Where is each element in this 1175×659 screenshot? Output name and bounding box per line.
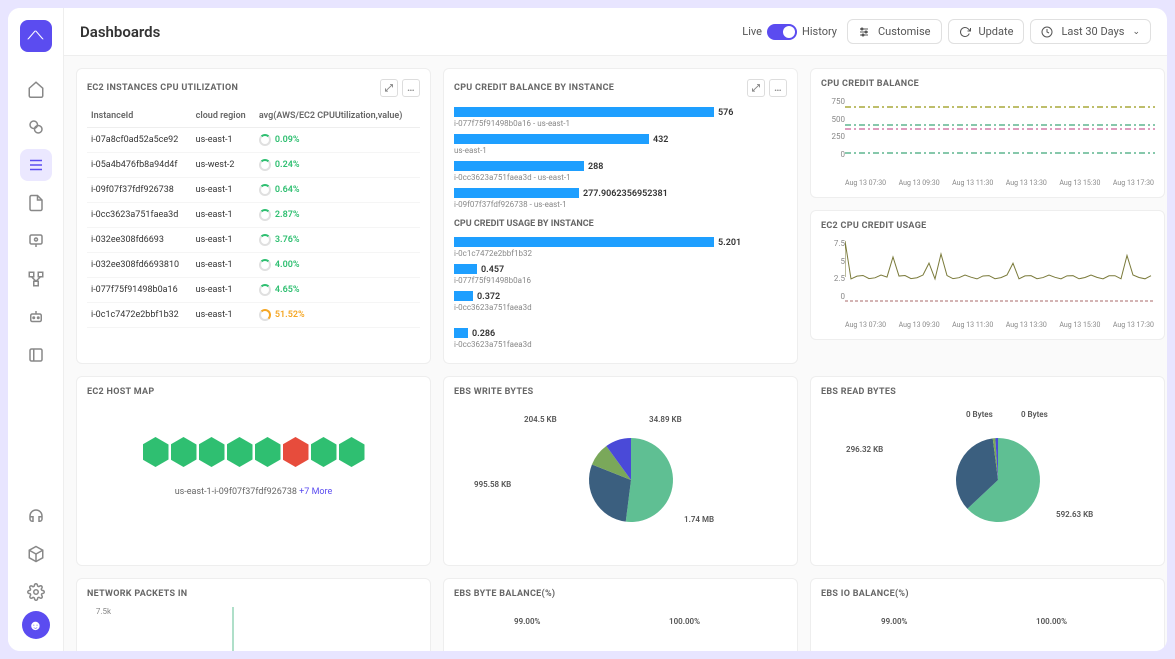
date-range-button[interactable]: Last 30 Days ⌄ <box>1030 19 1151 44</box>
chevron-down-icon: ⌄ <box>1132 27 1140 37</box>
live-label: Live <box>742 25 762 38</box>
cpu-util-table: InstanceIdcloud regionavg(AWS/EC2 CPUUti… <box>87 105 420 328</box>
table-row[interactable]: i-0cc3623a751faea3dus-east-12.87% <box>87 203 420 228</box>
nav-stack-icon[interactable] <box>20 111 52 143</box>
user-avatar[interactable]: ☻ <box>22 611 50 639</box>
card-cpu-utilization: EC2 INSTANCES CPU UTILIZATION ⤢… Instanc… <box>76 68 431 364</box>
host-hex[interactable] <box>311 437 337 467</box>
app-root: ⟋⟍ ☻ Dashboards Live History Customise <box>8 8 1167 651</box>
host-hex[interactable] <box>199 437 225 467</box>
nav-flow-icon[interactable] <box>20 263 52 295</box>
live-toggle-group: Live History <box>732 19 847 45</box>
expand-icon[interactable]: ⤢ <box>380 79 398 97</box>
table-row[interactable]: i-07a8cf0ad52a5ce92us-east-10.09% <box>87 128 420 153</box>
nav-box-icon[interactable] <box>20 538 52 570</box>
update-button[interactable]: Update <box>948 19 1025 44</box>
card-ebs-write: EBS WRITE BYTES 1.74 MB995.58 KB204.5 KB… <box>443 376 798 566</box>
nav-alert-icon[interactable] <box>20 225 52 257</box>
customise-button[interactable]: Customise <box>847 19 942 44</box>
nav-support-icon[interactable] <box>20 500 52 532</box>
host-hex[interactable] <box>255 437 281 467</box>
host-hex[interactable] <box>227 437 253 467</box>
hostmap-more-link[interactable]: +7 More <box>299 487 332 497</box>
card-credit-bars: CPU CREDIT BALANCE BY INSTANCE ⤢… 576i-0… <box>443 68 798 364</box>
refresh-icon <box>959 26 971 38</box>
nav-bot-icon[interactable] <box>20 301 52 333</box>
logo-glyph: ⟋⟍ <box>28 29 43 43</box>
card-hostmap: EC2 HOST MAP us-east-1-i-09f07f37fdf9267… <box>76 376 431 566</box>
logo[interactable]: ⟋⟍ <box>20 20 52 52</box>
nav-home-icon[interactable] <box>20 73 52 105</box>
clock-icon <box>1041 26 1053 38</box>
table-row[interactable]: i-032ee308fd6693us-east-13.76% <box>87 228 420 253</box>
host-hex[interactable] <box>143 437 169 467</box>
host-hex[interactable] <box>171 437 197 467</box>
table-row[interactable]: i-077f75f91498b0a16us-east-14.65% <box>87 278 420 303</box>
sliders-icon <box>858 26 870 38</box>
more-icon[interactable]: … <box>402 79 420 97</box>
more-icon[interactable]: … <box>769 79 787 97</box>
table-row[interactable]: i-05a4b476fb8a94d4fus-west-20.24% <box>87 153 420 178</box>
card-network-in: NETWORK PACKETS IN 7.5k5k <box>76 578 431 651</box>
table-row[interactable]: i-09f07f37fdf926738us-east-10.64% <box>87 178 420 203</box>
card-io-balance: EBS IO BALANCE(%) 100.00%99.00% <box>810 578 1165 651</box>
topbar: Dashboards Live History Customise Update… <box>64 8 1167 56</box>
card-credit-usage-line: EC2 CPU CREDIT USAGE 7.552.50 Aug 13 07:… <box>810 210 1165 340</box>
host-hex[interactable] <box>339 437 365 467</box>
table-row[interactable]: i-0c1c7472e2bbf1b32us-east-151.52% <box>87 303 420 328</box>
nav-file-icon[interactable] <box>20 187 52 219</box>
live-toggle[interactable] <box>767 24 797 40</box>
grid-area: EC2 INSTANCES CPU UTILIZATION ⤢… Instanc… <box>64 56 1167 651</box>
host-hex[interactable] <box>283 437 309 467</box>
history-label: History <box>802 25 837 38</box>
nav-dashboards-icon[interactable] <box>20 149 52 181</box>
nav-db-icon[interactable] <box>20 339 52 371</box>
sidebar: ⟋⟍ ☻ <box>8 8 64 651</box>
page-title: Dashboards <box>80 23 160 41</box>
card-credit-balance-line: CPU CREDIT BALANCE 7505002500 Aug 13 07:… <box>810 68 1165 198</box>
nav-settings-icon[interactable] <box>20 576 52 608</box>
expand-icon[interactable]: ⤢ <box>747 79 765 97</box>
card-ebs-read: EBS READ BYTES 592.63 KB296.32 KB0 Bytes… <box>810 376 1165 566</box>
table-row[interactable]: i-032ee308fd6693810us-east-14.00% <box>87 253 420 278</box>
main: Dashboards Live History Customise Update… <box>64 8 1167 651</box>
card-byte-balance: EBS BYTE BALANCE(%) 100.00%99.00% <box>443 578 798 651</box>
